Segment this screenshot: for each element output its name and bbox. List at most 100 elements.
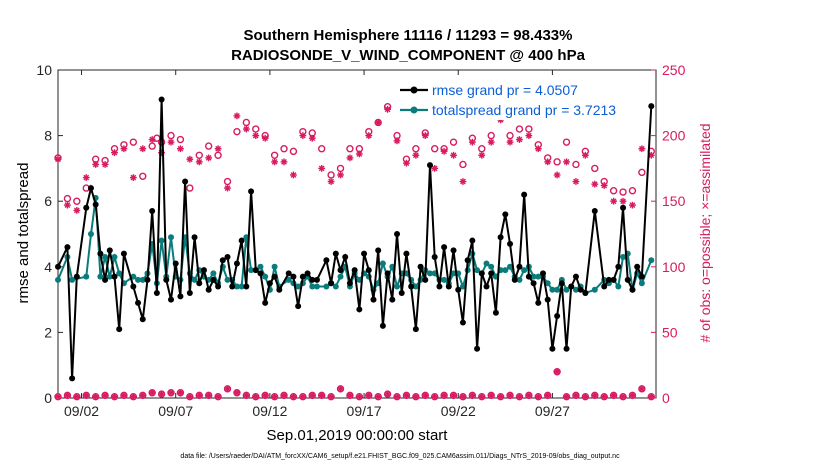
rmse-point [563, 345, 570, 352]
y-right-tick-label: 50 [662, 324, 678, 340]
obs-assimilated-point [647, 393, 655, 401]
obs-assimilated-point [619, 197, 627, 205]
legend-box [396, 76, 646, 120]
obs-assimilated-point [412, 151, 420, 159]
obs-assimilated-point [233, 389, 241, 397]
totalspread-point [233, 283, 240, 290]
totalspread-point [441, 276, 448, 283]
legend-spread-label: totalspread grand pr = 3.7213 [432, 102, 616, 118]
totalspread-point [459, 283, 466, 290]
obs-assimilated-point [148, 136, 156, 143]
rmse-point [389, 296, 396, 303]
obs-assimilated-point [242, 125, 250, 133]
obs-assimilated-point [553, 368, 561, 376]
obs-assimilated-point [148, 389, 156, 397]
totalspread-point [238, 283, 245, 290]
obs-possible-point [129, 138, 138, 146]
obs-assimilated-point [280, 391, 288, 399]
rmse-point [290, 273, 297, 280]
rmse-point [417, 263, 424, 270]
rmse-point [139, 316, 146, 323]
obs-assimilated-point [506, 138, 514, 146]
obs-possible-point [327, 171, 335, 179]
obs-assimilated-point [82, 391, 90, 399]
rmse-point [266, 280, 273, 287]
rmse-point [577, 286, 584, 293]
obs-possible-point [525, 125, 533, 133]
totalspread-point [168, 234, 175, 241]
obs-assimilated-point [610, 197, 618, 205]
totalspread-point [379, 260, 386, 267]
rmse-point [111, 273, 118, 280]
obs-assimilated-point [195, 158, 203, 166]
rmse-point [172, 260, 179, 267]
rmse-point [186, 290, 193, 297]
obs-assimilated-point [478, 393, 486, 401]
obs-assimilated-point [450, 151, 457, 159]
totalspread-point [474, 267, 481, 274]
obs-assimilated-point [299, 393, 307, 401]
totalspread-point [309, 283, 316, 290]
rmse-point [64, 244, 71, 251]
totalspread-point [257, 263, 264, 270]
totalspread-point [313, 283, 320, 290]
totalspread-point [394, 283, 401, 290]
rmse-point [450, 247, 457, 254]
obs-assimilated-point [327, 178, 335, 185]
obs-possible-point [562, 138, 571, 146]
totalspread-point [502, 267, 509, 274]
obs-possible-point [270, 151, 279, 159]
obs-assimilated-point [92, 393, 100, 401]
obs-assimilated-point [431, 393, 439, 401]
obs-possible-point [317, 145, 326, 153]
totalspread-point [615, 283, 622, 290]
obs-assimilated-point [619, 393, 627, 401]
rmse-point [153, 290, 160, 297]
obs-assimilated-point [544, 391, 552, 399]
obs-assimilated-point [440, 147, 448, 155]
obs-possible-point [336, 164, 345, 173]
rmse-point [215, 283, 222, 290]
obs-assimilated-point [468, 391, 476, 399]
obs-assimilated-point [563, 158, 570, 166]
obs-possible-point [619, 188, 627, 196]
obs-assimilated-point [384, 105, 392, 113]
y-right-tick-label: 150 [662, 193, 686, 209]
rmse-point [224, 253, 231, 260]
obs-assimilated-point [167, 138, 175, 146]
totalspread-point [139, 276, 146, 283]
rmse-point [370, 296, 377, 303]
obs-assimilated-point [591, 391, 599, 399]
rmse-point [210, 276, 217, 283]
rmse-point [379, 322, 386, 329]
rmse-point [135, 299, 142, 306]
obs-assimilated-point [120, 145, 128, 153]
rmse-point [229, 283, 236, 290]
obs-assimilated-point [403, 159, 410, 167]
rmse-point [285, 270, 292, 277]
totalspread-point [271, 263, 278, 270]
obs-assimilated-point [355, 393, 363, 401]
obs-possible-point [280, 145, 288, 153]
obs-assimilated-point [374, 119, 382, 126]
rmse-point [554, 313, 561, 319]
obs-assimilated-point [478, 151, 486, 159]
obs-assimilated-point [431, 165, 439, 172]
y-left-tick-label: 6 [44, 193, 52, 209]
rmse-point [168, 296, 175, 303]
rmse-point [539, 270, 546, 277]
rmse-point [431, 253, 438, 260]
rmse-point [328, 280, 335, 287]
obs-assimilated-point [337, 385, 344, 393]
obs-assimilated-point [421, 132, 429, 139]
rmse-point [182, 178, 189, 185]
rmse-point [243, 283, 250, 290]
totalspread-point [563, 286, 570, 293]
rmse-point [464, 257, 471, 264]
obs-assimilated-point [101, 391, 109, 399]
legend: rmse grand pr = 4.0507 totalspread grand… [396, 76, 646, 120]
obs-possible-point [148, 142, 156, 150]
obs-assimilated-point [629, 391, 636, 399]
obs-possible-point [242, 118, 251, 127]
